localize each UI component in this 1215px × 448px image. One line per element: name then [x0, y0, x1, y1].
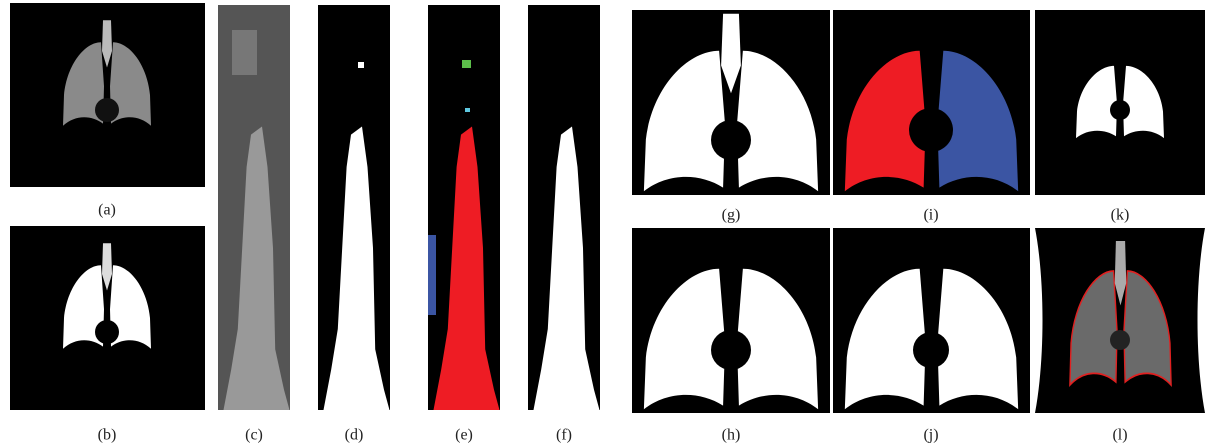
panel-label: (d) — [345, 427, 364, 444]
panel-label: (b) — [98, 427, 117, 444]
panel-g — [632, 10, 830, 195]
panel-label: (f) — [556, 427, 572, 444]
panel-label: (i) — [923, 207, 938, 224]
panel-f — [528, 5, 600, 411]
panel-label: (l) — [1112, 427, 1127, 444]
panel-label: (k) — [1111, 207, 1130, 224]
panel-i — [833, 10, 1030, 195]
panel-label: (c) — [245, 427, 263, 444]
panel-j — [833, 228, 1030, 413]
panel-e — [428, 5, 500, 411]
panel-c — [218, 5, 290, 411]
panel-label: (h) — [722, 427, 741, 444]
panel-b — [10, 226, 205, 410]
panel-a — [10, 3, 205, 187]
panel-label: (j) — [923, 427, 938, 444]
panel-label: (g) — [722, 207, 741, 224]
panel-d — [318, 5, 390, 411]
panel-label: (e) — [455, 427, 473, 444]
panel-label: (a) — [98, 202, 116, 219]
panel-k — [1035, 10, 1205, 195]
panel-l — [1035, 228, 1205, 413]
panel-h — [632, 228, 830, 413]
